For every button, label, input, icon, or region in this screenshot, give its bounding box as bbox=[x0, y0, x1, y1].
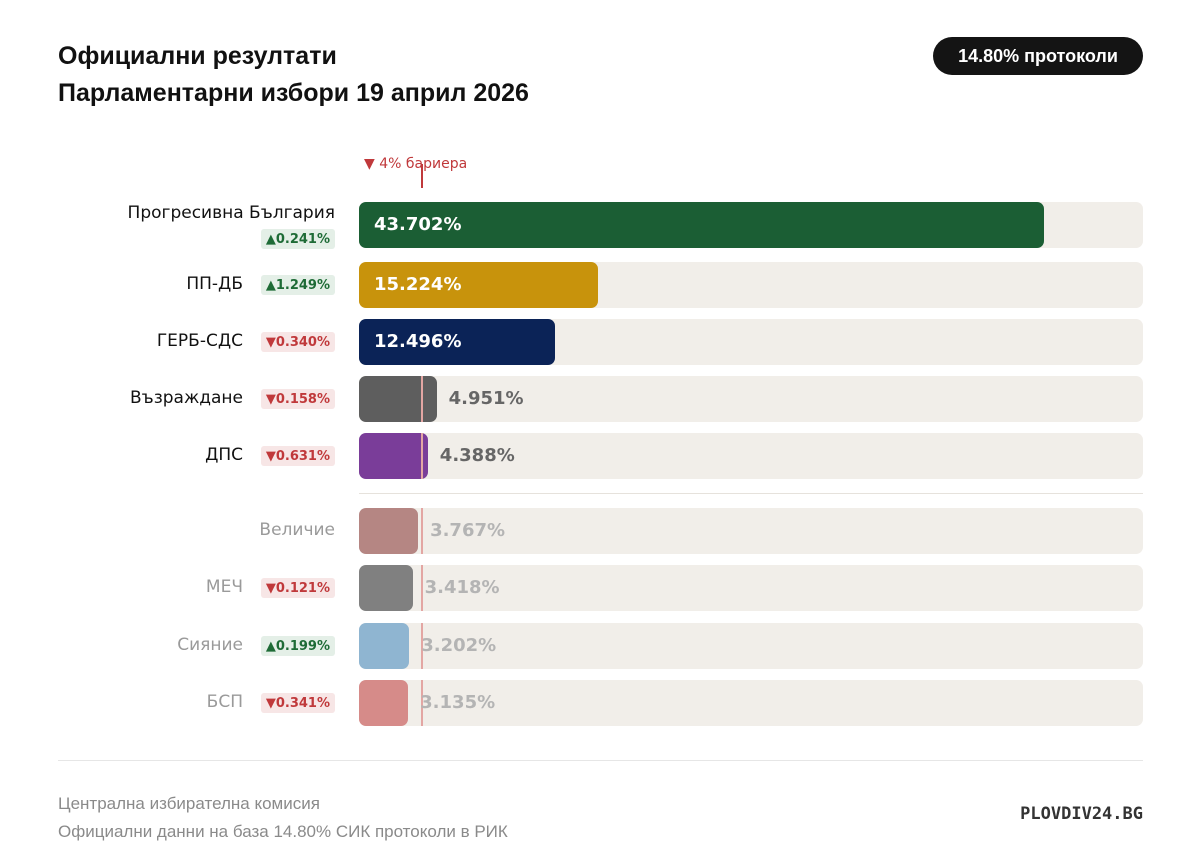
bar-track bbox=[359, 508, 1143, 554]
bar bbox=[359, 508, 419, 554]
change-badge: ▲0.199% bbox=[260, 636, 335, 656]
bar bbox=[359, 262, 598, 308]
page-title: Официални резултати Парламентарни избори… bbox=[58, 38, 529, 112]
party-row: 12.496% ▼0.340% ГЕРБ-СДС bbox=[0, 319, 1200, 365]
threshold-line bbox=[420, 680, 423, 726]
party-row: 15.224% ▲1.249% ПП-ДБ bbox=[0, 262, 1200, 308]
threshold-marker bbox=[420, 164, 423, 188]
bar bbox=[359, 433, 428, 479]
party-row: 4.951% ▼0.158% Възраждане bbox=[0, 376, 1200, 422]
bar-track bbox=[359, 433, 1143, 479]
party-name: ДПС bbox=[205, 445, 243, 465]
change-badge: ▼0.121% bbox=[260, 578, 335, 598]
threshold-label: ▼ 4% бариера bbox=[364, 156, 468, 172]
party-row: 3.418% ▼0.121% МЕЧ bbox=[0, 565, 1200, 611]
bar-track bbox=[359, 565, 1143, 611]
value-label: 3.767% bbox=[430, 520, 506, 541]
bar bbox=[359, 623, 410, 669]
change-badge: ▼0.631% bbox=[260, 446, 335, 466]
party-name: ПП-ДБ bbox=[186, 274, 243, 294]
value-label: 15.224% bbox=[374, 274, 462, 295]
value-label: 4.951% bbox=[448, 388, 524, 409]
bar bbox=[359, 376, 437, 422]
threshold-divider bbox=[359, 493, 1143, 494]
party-row: 3.202% ▲0.199% Сияние bbox=[0, 623, 1200, 669]
value-label: 3.418% bbox=[424, 577, 500, 598]
threshold-line bbox=[420, 623, 423, 669]
threshold-line bbox=[420, 565, 423, 611]
change-badge: ▲0.241% bbox=[260, 229, 335, 249]
footer-source: Централна избирателна комисия Официални … bbox=[58, 790, 508, 846]
party-row: 3.135% ▼0.341% БСП bbox=[0, 680, 1200, 726]
change-badge: ▼0.341% bbox=[260, 693, 335, 713]
bar bbox=[359, 680, 409, 726]
footer-divider bbox=[58, 760, 1143, 761]
brand-logo: PLOVDIV24.BG bbox=[1020, 804, 1143, 824]
party-row: 3.767% Величие bbox=[0, 508, 1200, 554]
party-row: 4.388% ▼0.631% ДПС bbox=[0, 433, 1200, 479]
title-line-1: Официални резултати bbox=[58, 42, 337, 70]
source-line-1: Централна избирателна комисия bbox=[58, 794, 320, 813]
change-badge: ▼0.340% bbox=[260, 332, 335, 352]
party-name: Възраждане bbox=[130, 388, 243, 408]
change-badge: ▲1.249% bbox=[260, 275, 335, 295]
bar bbox=[359, 319, 555, 365]
value-label: 4.388% bbox=[439, 445, 515, 466]
title-line-2: Парламентарни избори 19 април 2026 bbox=[58, 79, 529, 107]
value-label: 3.202% bbox=[421, 635, 497, 656]
bar-track bbox=[359, 680, 1143, 726]
party-name: БСП bbox=[206, 692, 243, 712]
threshold-line bbox=[420, 508, 423, 554]
bar-track bbox=[359, 376, 1143, 422]
change-badge: ▼0.158% bbox=[260, 389, 335, 409]
party-name: Сияние bbox=[177, 635, 243, 655]
party-row: 43.702% ▲0.241% Прогресивна България bbox=[0, 202, 1200, 249]
party-name: Величие bbox=[259, 520, 335, 540]
results-chart: ▼ 4% бариера 43.702% ▲0.241% Прогресивна Б… bbox=[0, 156, 1200, 726]
source-line-2: Официални данни на база 14.80% СИК прото… bbox=[58, 822, 508, 841]
threshold-line bbox=[420, 433, 423, 479]
party-name: МЕЧ bbox=[205, 577, 243, 597]
protocols-badge: 14.80% протоколи bbox=[933, 37, 1143, 75]
value-label: 43.702% bbox=[374, 214, 462, 235]
bar-track bbox=[359, 623, 1143, 669]
bar bbox=[359, 202, 1045, 248]
party-name: Прогресивна България bbox=[127, 203, 335, 223]
party-name: ГЕРБ-СДС bbox=[156, 331, 243, 351]
value-label: 12.496% bbox=[374, 331, 462, 352]
threshold-line bbox=[420, 376, 423, 422]
value-label: 3.135% bbox=[420, 692, 496, 713]
bar bbox=[359, 565, 413, 611]
